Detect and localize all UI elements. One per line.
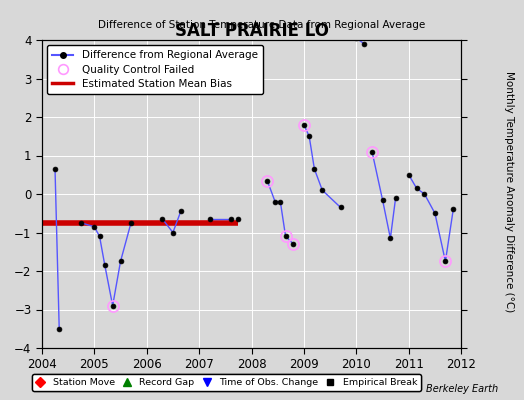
Legend: Station Move, Record Gap, Time of Obs. Change, Empirical Break: Station Move, Record Gap, Time of Obs. C…	[32, 374, 421, 391]
Title: SALT PRAIRIE LO: SALT PRAIRIE LO	[174, 22, 329, 40]
Text: Monthly Temperature Anomaly Difference (°C): Monthly Temperature Anomaly Difference (…	[504, 71, 514, 313]
Text: Difference of Station Temperature Data from Regional Average: Difference of Station Temperature Data f…	[99, 20, 425, 30]
Text: Berkeley Earth: Berkeley Earth	[425, 384, 498, 394]
